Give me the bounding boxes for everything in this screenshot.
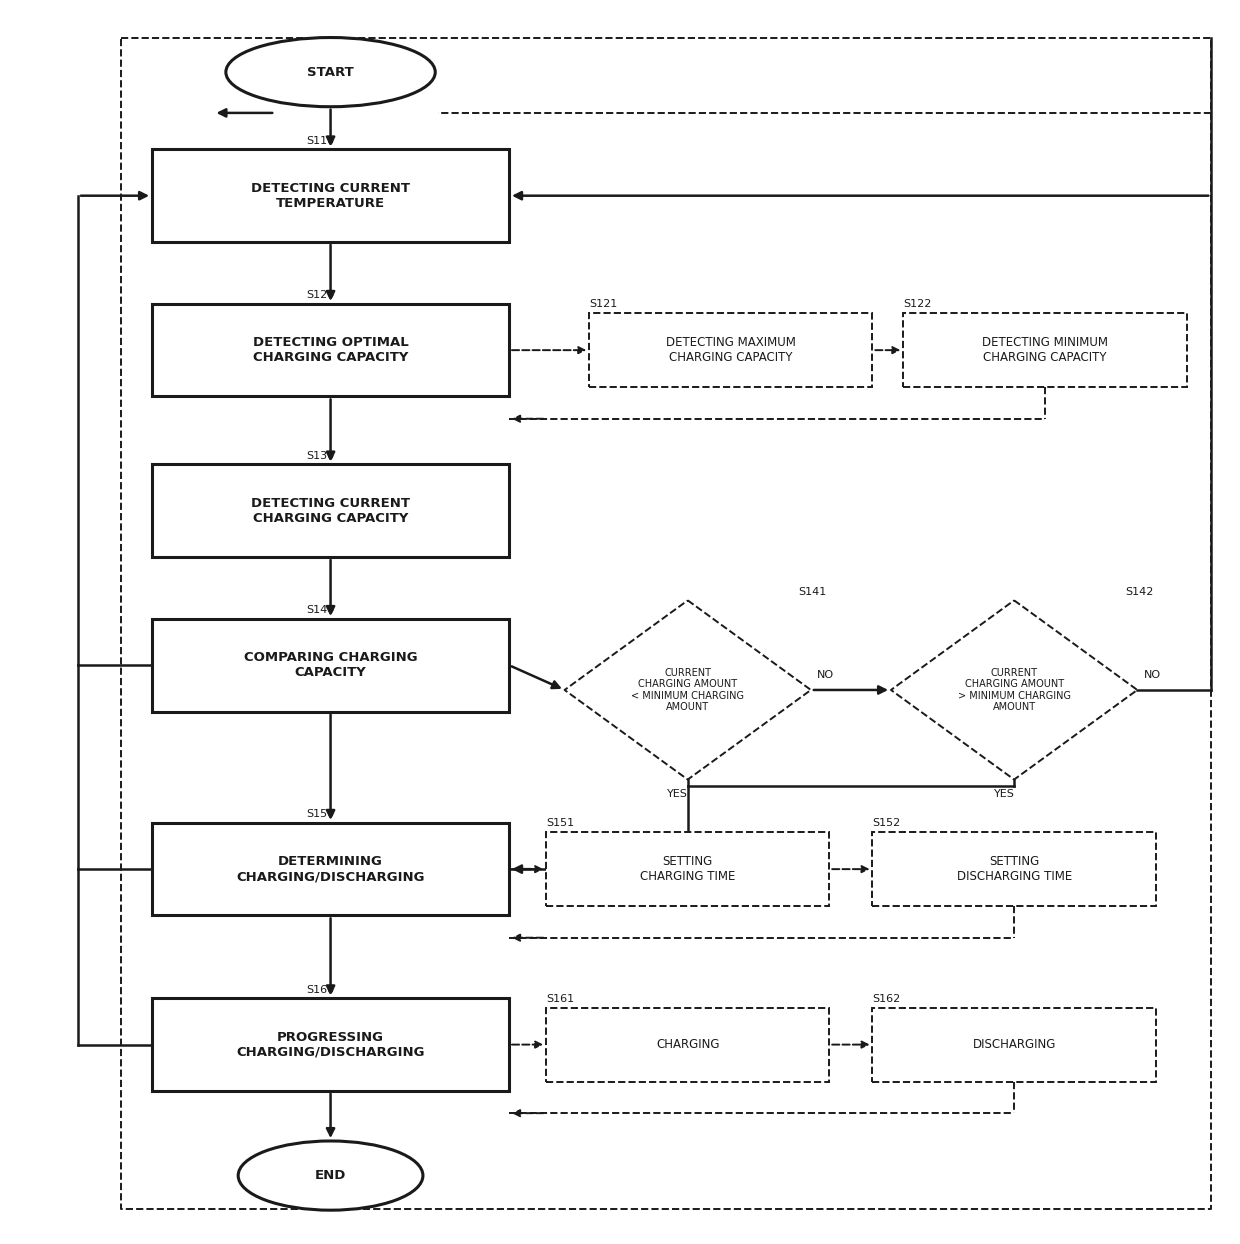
Text: S140: S140: [306, 605, 334, 616]
Text: COMPARING CHARGING
CAPACITY: COMPARING CHARGING CAPACITY: [244, 652, 418, 679]
FancyBboxPatch shape: [546, 1008, 830, 1082]
Text: S161: S161: [546, 994, 574, 1004]
Text: DETECTING CURRENT
TEMPERATURE: DETECTING CURRENT TEMPERATURE: [250, 182, 410, 210]
Text: S130: S130: [306, 450, 334, 460]
Text: END: END: [315, 1169, 346, 1182]
FancyBboxPatch shape: [153, 620, 510, 712]
Text: DETECTING MINIMUM
CHARGING CAPACITY: DETECTING MINIMUM CHARGING CAPACITY: [982, 336, 1107, 364]
FancyBboxPatch shape: [153, 822, 510, 916]
Text: CURRENT
CHARGING AMOUNT
> MINIMUM CHARGING
AMOUNT: CURRENT CHARGING AMOUNT > MINIMUM CHARGI…: [957, 668, 1070, 713]
Text: CURRENT
CHARGING AMOUNT
< MINIMUM CHARGING
AMOUNT: CURRENT CHARGING AMOUNT < MINIMUM CHARGI…: [631, 668, 744, 713]
FancyBboxPatch shape: [873, 832, 1156, 906]
FancyBboxPatch shape: [873, 1008, 1156, 1082]
Text: DETECTING OPTIMAL
CHARGING CAPACITY: DETECTING OPTIMAL CHARGING CAPACITY: [253, 336, 408, 364]
Text: S142: S142: [1125, 587, 1153, 597]
Text: S150: S150: [306, 809, 334, 819]
FancyBboxPatch shape: [153, 304, 510, 397]
FancyBboxPatch shape: [153, 464, 510, 557]
Ellipse shape: [226, 37, 435, 107]
Text: NO: NO: [817, 671, 835, 680]
FancyBboxPatch shape: [546, 832, 830, 906]
Text: S120: S120: [306, 290, 334, 300]
FancyBboxPatch shape: [589, 313, 873, 387]
Text: START: START: [308, 66, 353, 78]
Text: NO: NO: [1143, 671, 1161, 680]
Text: S152: S152: [873, 819, 900, 829]
Ellipse shape: [238, 1141, 423, 1210]
FancyBboxPatch shape: [153, 998, 510, 1091]
Text: S160: S160: [306, 984, 334, 994]
Text: SETTING
DISCHARGING TIME: SETTING DISCHARGING TIME: [956, 855, 1071, 883]
Text: PROGRESSING
CHARGING/DISCHARGING: PROGRESSING CHARGING/DISCHARGING: [237, 1030, 425, 1059]
FancyBboxPatch shape: [903, 313, 1187, 387]
Text: S151: S151: [546, 819, 574, 829]
Text: DETERMINING
CHARGING/DISCHARGING: DETERMINING CHARGING/DISCHARGING: [237, 855, 425, 883]
Text: DETECTING CURRENT
CHARGING CAPACITY: DETECTING CURRENT CHARGING CAPACITY: [250, 496, 410, 525]
Text: CHARGING: CHARGING: [656, 1037, 719, 1051]
Text: SETTING
CHARGING TIME: SETTING CHARGING TIME: [640, 855, 735, 883]
Text: YES: YES: [993, 790, 1014, 800]
Text: S141: S141: [799, 587, 827, 597]
Text: DISCHARGING: DISCHARGING: [972, 1037, 1055, 1051]
Text: S110: S110: [306, 136, 334, 146]
Text: YES: YES: [667, 790, 688, 800]
Text: S162: S162: [873, 994, 900, 1004]
Text: S121: S121: [589, 300, 618, 310]
FancyBboxPatch shape: [153, 149, 510, 243]
Text: S122: S122: [903, 300, 931, 310]
Text: DETECTING MAXIMUM
CHARGING CAPACITY: DETECTING MAXIMUM CHARGING CAPACITY: [666, 336, 796, 364]
